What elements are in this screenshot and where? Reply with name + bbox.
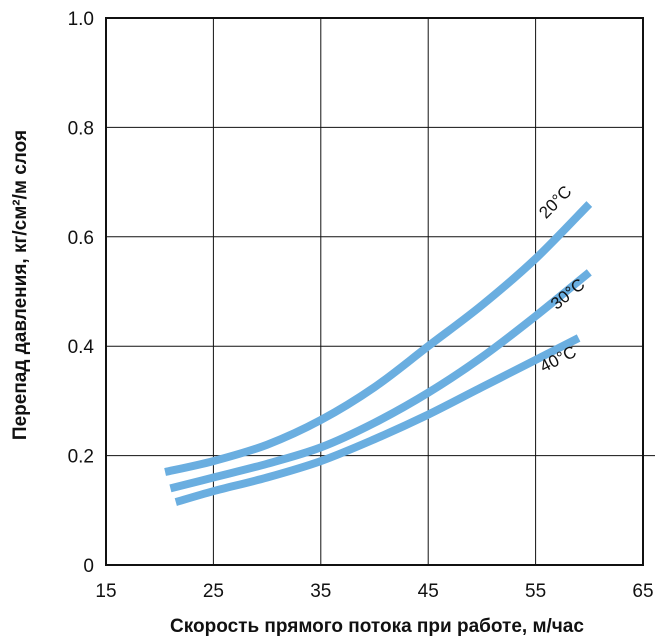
series-line: [174, 334, 581, 506]
y-tick-label: 0.6: [68, 228, 94, 249]
series-label: 20°C: [535, 182, 575, 222]
y-tick-label: 0.8: [68, 118, 94, 139]
series-line: [169, 269, 592, 493]
x-tick-label: 65: [632, 581, 653, 602]
plot-frame: [105, 17, 644, 566]
x-tick-label: 55: [525, 581, 546, 602]
x-tick-label: 25: [203, 581, 224, 602]
series-line: [164, 201, 593, 476]
y-tick-labels: 0 0.2 0.4 0.6 0.8 1.0: [68, 9, 95, 577]
grid: [106, 18, 655, 565]
y-tick-label: 1.0: [68, 9, 94, 30]
x-tick-labels: 15 25 35 45 55 65: [95, 581, 653, 602]
x-tick-label: 45: [418, 581, 439, 602]
y-tick-label: 0.2: [68, 447, 94, 468]
y-tick-label: 0: [83, 556, 94, 577]
y-axis-title: Перепад давления, кг/см²/м слоя: [10, 130, 31, 440]
series-curves: [164, 201, 593, 506]
y-tick-label: 0.4: [68, 337, 95, 358]
x-tick-label: 15: [95, 581, 116, 602]
x-axis-title: Скорость прямого потока при работе, м/ча…: [170, 616, 584, 637]
x-tick-label: 35: [310, 581, 331, 602]
